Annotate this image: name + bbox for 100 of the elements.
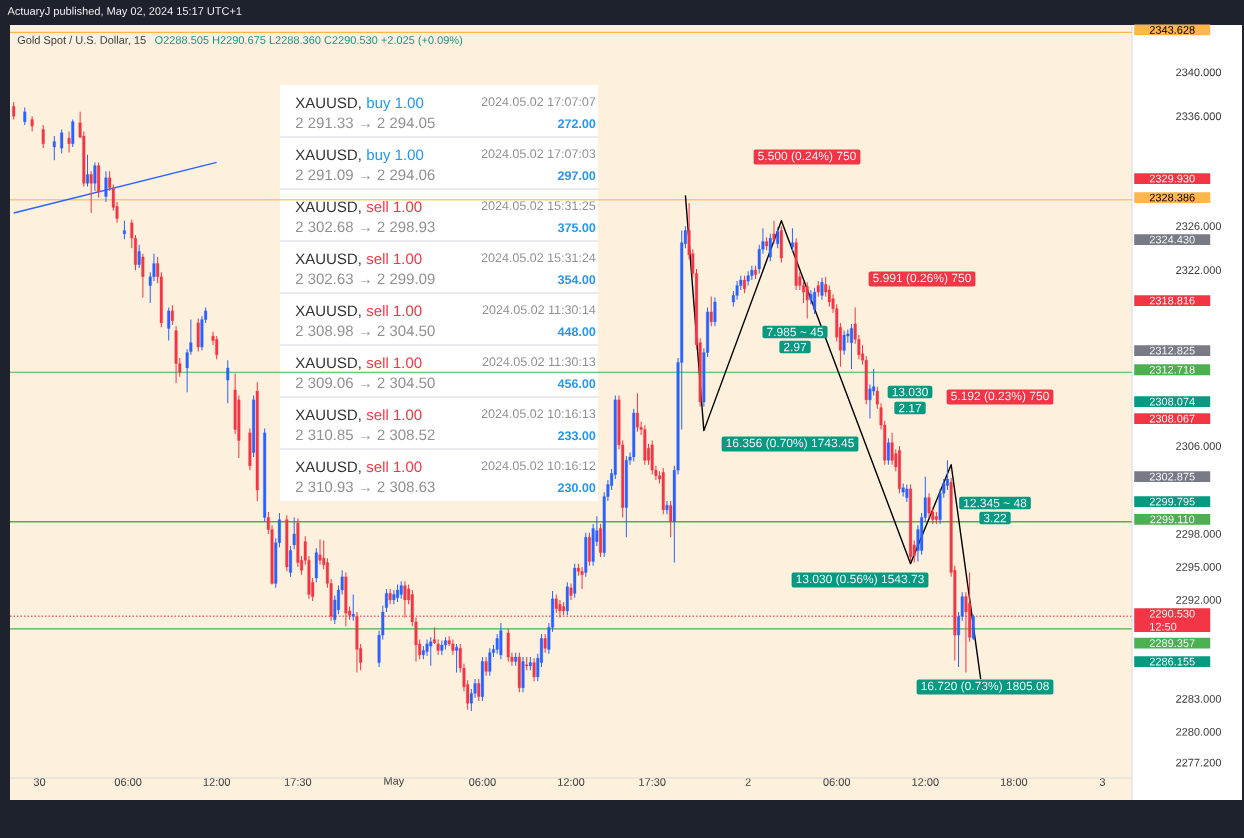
candlestick (850, 323, 853, 370)
candlestick (477, 678, 481, 702)
candlestick (67, 131, 71, 154)
candlestick (790, 227, 794, 252)
ref-line-label: 2289.357 (1149, 639, 1195, 648)
annotation: 2024.05.02 15:31:24 (481, 253, 596, 263)
candlestick (292, 516, 296, 550)
y-tick-label: 2306.000 (1176, 442, 1222, 450)
candlestick (495, 633, 499, 655)
x-tick-label: May (384, 777, 405, 787)
candlestick (226, 359, 230, 404)
candlestick (813, 287, 817, 315)
candlestick (141, 253, 145, 299)
candlestick (52, 135, 56, 161)
annotation: 272.00 (558, 119, 596, 129)
annotation: sell 1.00 (366, 357, 422, 369)
text: O2288.505 H2290.675 L2288.360 C2290.530 +2.025 (+0.09%) (155, 35, 463, 47)
annotation: 2 291.33 → 2 294.05 (295, 117, 435, 129)
annotation: XAUUSD, (295, 201, 361, 214)
annotation: 2 310.85 → 2 308.52 (295, 429, 435, 441)
annotation: 2 291.09 → 2 294.06 (295, 169, 435, 181)
ref-line-label: 2328.386 (1149, 193, 1195, 202)
y-tick-label: 2298.000 (1176, 530, 1222, 538)
annotation: 13.030 (0.56%) 1543.73 (796, 574, 924, 586)
annotation: 297.00 (558, 171, 596, 181)
ref-line-label: 2343.628 (1149, 26, 1195, 34)
x-tick-label: 12:00 (203, 778, 231, 786)
y-tick-label: 2295.000 (1176, 563, 1222, 571)
annotation: 233.00 (558, 431, 596, 441)
x-tick-label: 30 (33, 778, 46, 786)
annotation: 2 302.68 → 2 298.93 (295, 221, 435, 233)
candlestick (635, 392, 639, 433)
y-tick-label: 2283.000 (1176, 694, 1222, 703)
annotation: 16.356 (0.70%) 1743.45 (726, 438, 854, 450)
candlestick (971, 613, 975, 641)
annotation: sell 1.00 (366, 305, 422, 317)
annotation: 12.345 ~ 48 (964, 498, 1027, 508)
candlestick (122, 220, 126, 240)
text: ActuaryJ published, May 02, 2024 15:17 UTC+1 (7, 6, 242, 18)
candlestick (805, 281, 809, 319)
annotation: 7.985 ~ 45 (767, 327, 824, 337)
text: 12:50 (1150, 622, 1177, 631)
annotation: XAUUSD, (295, 305, 361, 318)
x-tick-label: 18:00 (1000, 778, 1028, 786)
x-tick-label: 06:00 (469, 778, 496, 786)
x-tick-label: 06:00 (823, 778, 851, 786)
candlestick (451, 638, 455, 656)
annotation: 456.00 (557, 379, 596, 389)
annotation: 230.00 (558, 483, 596, 493)
text: 2308.074 (1149, 397, 1195, 406)
annotation: sell 1.00 (366, 409, 422, 421)
x-tick-label: 12:00 (558, 778, 585, 786)
text: 2299.795 (1149, 497, 1195, 506)
annotation: 375.00 (557, 223, 596, 233)
candlestick (669, 500, 673, 538)
annotation: XAUUSD, (295, 253, 361, 266)
candlestick (665, 500, 669, 515)
candlestick (170, 304, 174, 326)
annotation: buy 1.00 (367, 97, 424, 112)
candlestick (215, 335, 219, 360)
candlestick (802, 280, 805, 304)
annotation: 448.00 (557, 327, 596, 337)
annotation: sell 1.00 (366, 201, 422, 213)
candlestick (580, 566, 584, 590)
annotation: XAUUSD, (295, 149, 361, 162)
candlestick (709, 296, 713, 327)
text: 2308.067 (1149, 414, 1195, 423)
annotation: 13.030 (892, 387, 928, 397)
annotation: 2 302.63 → 2 299.09 (295, 273, 435, 285)
x-tick-label: 17:30 (284, 778, 312, 786)
candlestick (532, 657, 536, 682)
text: 2329.930 (1149, 174, 1195, 183)
annotation: 354.00 (557, 275, 596, 285)
candlestick (41, 124, 45, 149)
candlestick (289, 545, 292, 578)
y-tick-label: 2277.200 (1176, 758, 1222, 767)
x-tick-label: 2 (745, 778, 751, 786)
annotation: sell 1.00 (366, 253, 422, 265)
annotation: XAUUSD, (295, 409, 361, 422)
x-tick-label: 06:00 (114, 778, 142, 786)
y-tick-label: 2322.000 (1176, 266, 1222, 275)
annotation: sell 1.00 (366, 461, 422, 473)
annotation: 2 310.93 → 2 308.63 (295, 481, 435, 493)
candlestick (569, 582, 573, 601)
candlestick (455, 643, 459, 673)
annotation: 2024.05.02 11:30:13 (482, 357, 596, 367)
x-tick-label: 12:00 (912, 778, 939, 786)
y-tick-label: 2292.000 (1176, 596, 1222, 604)
candlestick (820, 277, 824, 301)
candlestick (167, 307, 171, 341)
text: 2312.825 (1149, 346, 1195, 355)
candlestick (842, 330, 846, 356)
annotation: 2024.05.02 15:31:25 (481, 201, 596, 211)
annotation: 2024.05.02 11:30:14 (482, 305, 596, 315)
ref-line-label: 2290.530 (1149, 609, 1195, 618)
candlestick (488, 647, 492, 677)
annotation: 2.17 (898, 403, 922, 413)
candlestick (772, 220, 776, 245)
annotation: buy 1.00 (367, 149, 424, 164)
y-tick-label: 2340.000 (1176, 68, 1222, 77)
